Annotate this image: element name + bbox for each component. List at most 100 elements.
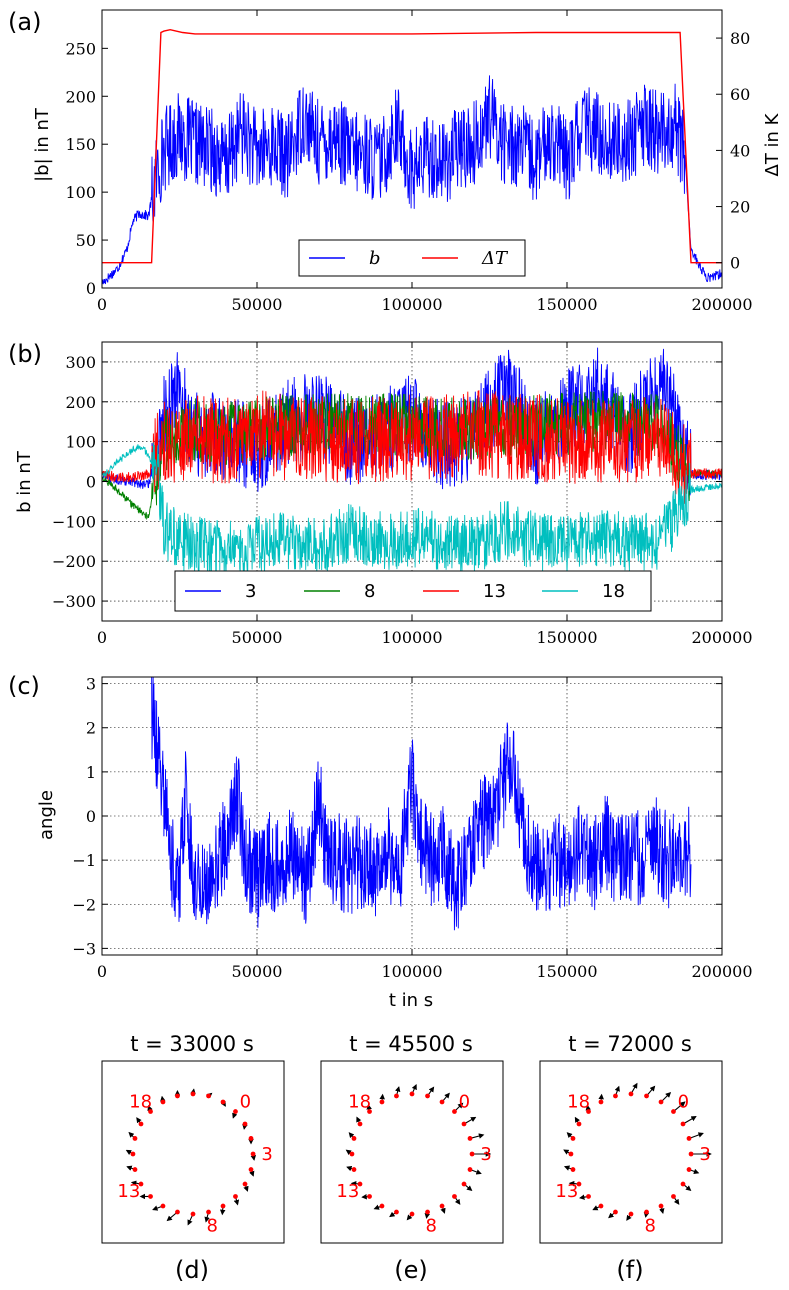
panel-letter-c: (c) [8, 672, 40, 700]
ring-point [357, 1181, 363, 1187]
ring-point [425, 1093, 430, 1099]
ring-point [250, 1151, 256, 1157]
ring-point [233, 1194, 238, 1199]
xtick-label: 100000 [381, 628, 442, 647]
ring-point [586, 1109, 591, 1114]
xtick-label: 200000 [691, 628, 752, 647]
ring-point [367, 1194, 372, 1199]
xtick-label: 150000 [536, 628, 597, 647]
xtick-label: 0 [97, 295, 107, 314]
circle-title-d: t = 33000 s [130, 1032, 254, 1056]
ytick-label: −3 [72, 939, 96, 958]
ytick-label: 0 [86, 473, 96, 492]
ylabel-c: angle [36, 790, 57, 840]
ring-point [613, 1093, 618, 1099]
xtick-label: 100000 [381, 962, 442, 981]
ytick-label: 2 [86, 719, 96, 738]
ring-point [242, 1121, 248, 1127]
ring-label-13: 13 [336, 1181, 359, 1202]
xtick-label: 150000 [536, 295, 597, 314]
ring-point [469, 1151, 475, 1157]
ring-label-8: 8 [425, 1216, 436, 1237]
ring-point [467, 1136, 473, 1141]
ring-point [248, 1167, 254, 1172]
ring-point [644, 1209, 649, 1215]
chart-marks-layer: 0 50000 100000 150000 2000000501001502002500… [52, 9, 753, 1244]
xtick-label: 0 [97, 628, 107, 647]
ring-label-3: 3 [699, 1144, 710, 1165]
xtick-label: 200000 [691, 962, 752, 981]
ring-point [570, 1167, 576, 1172]
ring-point [425, 1209, 430, 1215]
xtick-label: 0 [97, 962, 107, 981]
ring-label-13: 13 [555, 1181, 578, 1202]
ylabel-a: |b| in nT [32, 107, 53, 182]
ring-point [206, 1209, 211, 1215]
ytick-label: 100 [65, 183, 96, 202]
ring-point [452, 1194, 457, 1199]
xtick-label: 50000 [232, 628, 283, 647]
ring-point [220, 1099, 226, 1105]
ring-label-18: 18 [129, 1092, 152, 1113]
ring-point [671, 1109, 676, 1114]
ring-point [175, 1093, 180, 1099]
ring-label-18: 18 [348, 1092, 371, 1113]
ring-point [686, 1167, 692, 1172]
ring-point [586, 1194, 591, 1199]
ring-point [351, 1167, 357, 1172]
ring-point [148, 1194, 153, 1199]
circle-title-e: t = 45500 s [349, 1032, 473, 1056]
y2tick-label: 20 [730, 198, 750, 217]
ring-point [452, 1109, 457, 1114]
series-line-c-0 [151, 677, 692, 931]
ring-point [628, 1091, 634, 1097]
ring-label-8: 8 [644, 1216, 655, 1237]
y2tick-label: 80 [730, 29, 750, 48]
ring-point [628, 1211, 634, 1217]
ring-point [658, 1203, 664, 1209]
circle-frame-d [101, 1060, 285, 1244]
panel-letter-e: (e) [394, 1256, 428, 1284]
ytick-label: −100 [52, 512, 96, 531]
plot-c: 0 50000 100000 150000 200000 −3 −2 −1 0 1 2 3 [72, 675, 752, 981]
ytick-label: 200 [65, 87, 96, 106]
ytick-label: −1 [72, 851, 96, 870]
ring-point [461, 1181, 467, 1187]
circle-title-f: t = 72000 s [568, 1032, 692, 1056]
ring-point [598, 1099, 604, 1105]
ring-point [138, 1181, 144, 1187]
ring-point [248, 1136, 254, 1141]
ytick-label: 150 [65, 135, 96, 154]
ytick-label: 100 [65, 433, 96, 452]
ring-point [349, 1151, 355, 1157]
ylabel-b: b in nT [14, 450, 35, 513]
ring-point [568, 1151, 574, 1157]
ring-point [160, 1203, 166, 1209]
ytick-label: 0 [86, 279, 96, 298]
ring-point [644, 1093, 649, 1099]
ring-point [576, 1181, 582, 1187]
ring-point [680, 1181, 686, 1187]
ytick-label: 0 [86, 807, 96, 826]
circle-frame-f [539, 1060, 723, 1244]
y2tick-label: 0 [730, 254, 740, 273]
xtick-label: 50000 [232, 962, 283, 981]
xtick-label: 100000 [381, 295, 442, 314]
ytick-label: 250 [65, 39, 96, 58]
ring-point [409, 1091, 415, 1097]
ring-label-8: 8 [206, 1216, 217, 1237]
xlabel-c: t in s [389, 990, 433, 1011]
ring-label-3: 3 [261, 1144, 272, 1165]
ring-point [367, 1109, 372, 1114]
ring-label-18: 18 [567, 1092, 590, 1113]
ring-point [658, 1099, 664, 1105]
ring-point [598, 1203, 604, 1209]
panel-letter-a: (a) [8, 8, 41, 36]
ytick-label: −300 [52, 592, 96, 611]
ring-point [461, 1121, 467, 1127]
circle-panel-d: 0 3 8 13 18 [101, 1060, 285, 1244]
ring-point [132, 1167, 138, 1172]
ytick-label: 300 [65, 353, 96, 372]
field-arrow [682, 1116, 697, 1125]
series-line-b-3 [102, 442, 722, 578]
